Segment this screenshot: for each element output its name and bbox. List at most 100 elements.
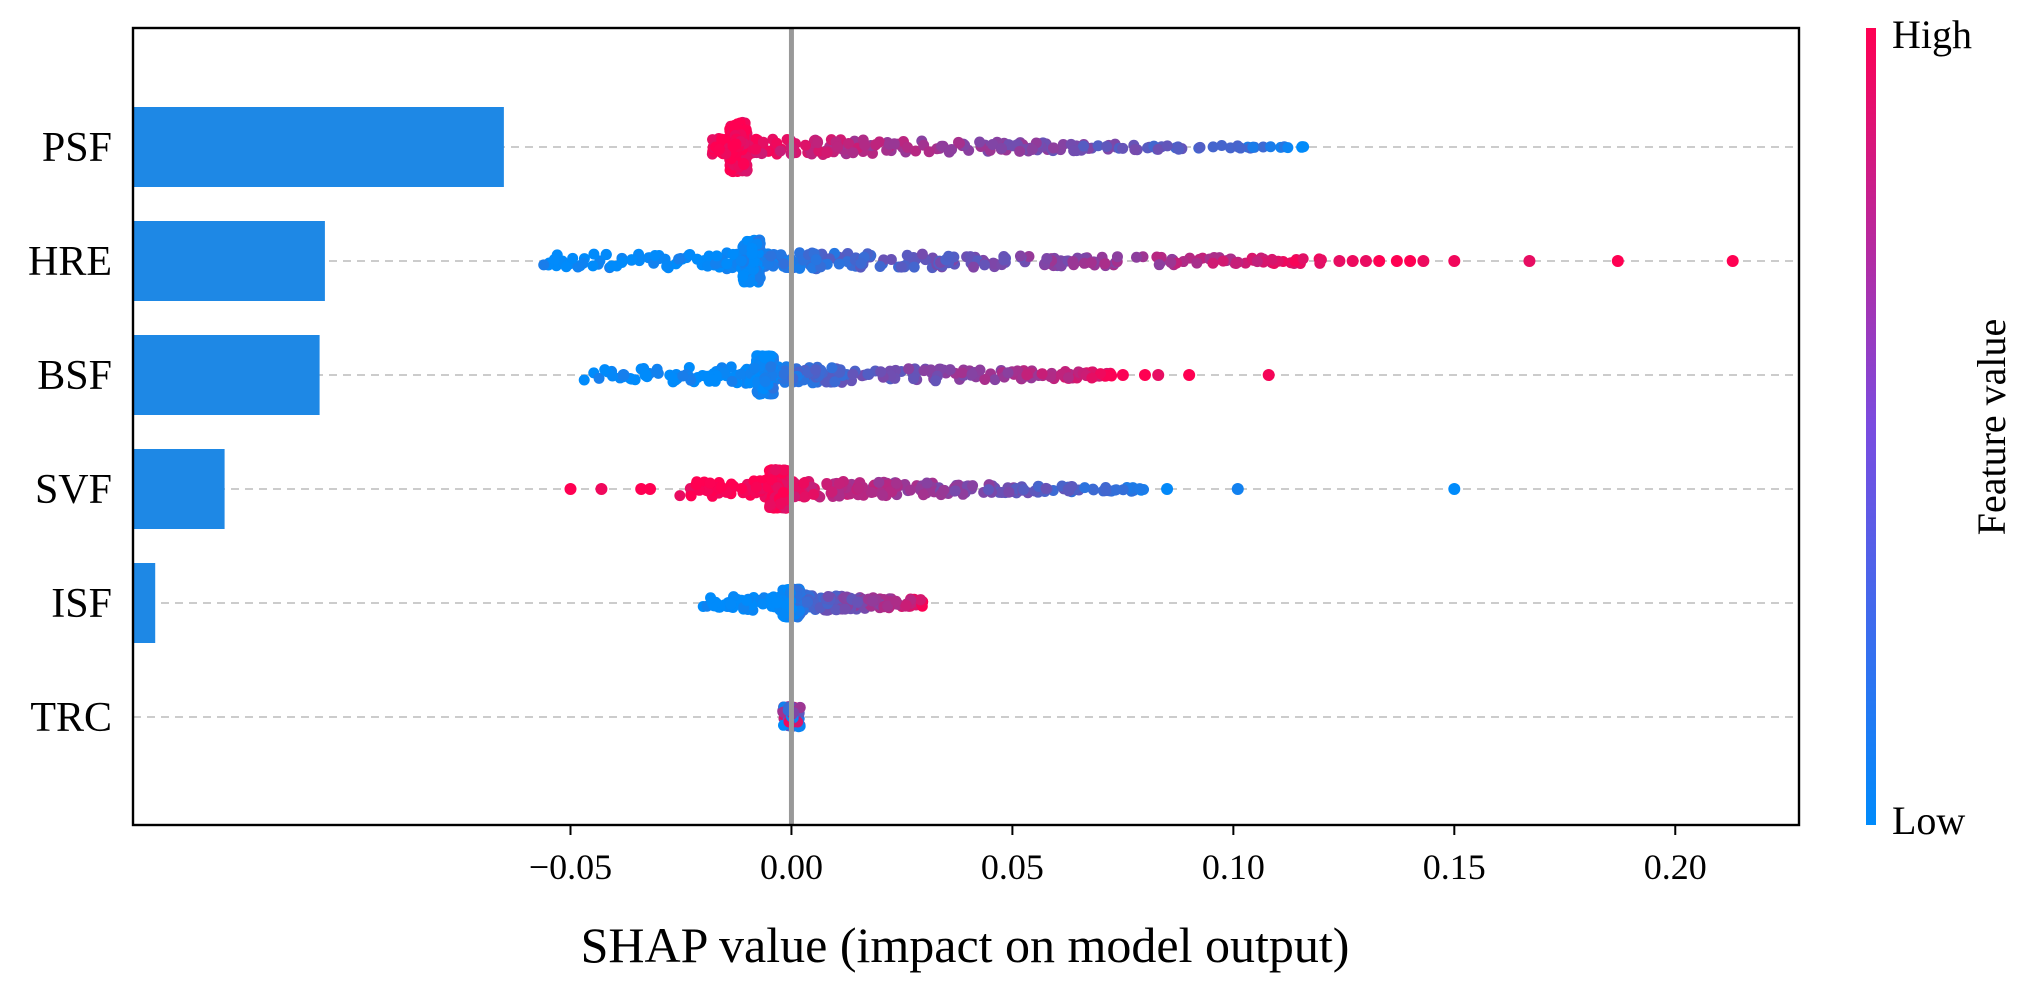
outlier-point [1183,369,1196,381]
outlier-point [1523,255,1536,267]
data-point [862,368,874,380]
data-point [757,598,769,610]
data-point [888,138,900,150]
data-point [572,261,584,273]
data-point [774,498,786,510]
data-point [706,373,718,385]
colorbar-gradient [1866,28,1876,825]
data-point [738,159,750,171]
x-axis: −0.05 0.00 0.05 0.10 0.15 0.20 [529,825,1707,887]
colorbar-title: Feature value [1969,319,2014,536]
data-point [616,257,628,269]
importance-bar [134,221,325,301]
data-point [1088,484,1100,496]
data-point [967,480,979,492]
data-point [1129,144,1141,156]
data-point [830,604,842,616]
feature-label: BSF [37,353,112,399]
data-point [1235,142,1247,154]
data-point [983,484,995,496]
outlier-point [1231,483,1244,495]
outlier-point [644,483,657,495]
data-point [900,599,912,611]
feature-label: ISF [51,581,112,627]
data-point [674,490,686,502]
data-point [890,595,902,607]
data-point [716,481,728,493]
data-point [691,253,703,265]
data-point [1085,257,1097,269]
data-point [777,486,789,498]
data-point [1040,482,1052,494]
data-point [1173,143,1185,155]
data-point [600,248,612,260]
data-point [652,367,664,379]
data-point [908,261,920,273]
data-point [799,491,811,503]
data-point [1021,369,1033,381]
data-point [606,370,618,382]
data-point [1002,367,1014,379]
data-point [1014,250,1026,262]
data-point [1130,251,1142,263]
feature-label: PSF [42,125,112,171]
data-point [588,248,600,260]
data-point [1265,141,1277,153]
data-point [853,482,865,494]
data-point [1207,257,1219,269]
data-point [673,253,685,265]
data-point [996,142,1008,154]
feature-label: SVF [35,467,112,513]
data-point [1161,140,1173,152]
x-tick-label: 0.10 [1202,847,1265,887]
data-point [750,143,762,155]
data-point [914,594,926,606]
data-point [593,372,605,384]
x-tick-label: 0.15 [1423,847,1486,887]
data-point [774,145,786,157]
data-point [703,250,715,262]
outlier-point [1390,255,1403,267]
data-point [826,486,838,498]
data-point [1251,256,1263,268]
data-point [918,365,930,377]
data-point [1077,140,1089,152]
data-point [877,489,889,501]
data-point [903,363,915,375]
x-axis-label: SHAP value (impact on model output) [581,917,1350,973]
data-point [677,370,689,382]
outlier-point [1152,369,1165,381]
data-point [987,138,999,150]
data-point [833,478,845,490]
importance-bar [134,107,504,187]
x-tick-label: 0.20 [1644,847,1707,887]
x-tick-label: 0.05 [981,847,1044,887]
data-point [839,603,851,615]
data-point [1111,251,1123,263]
data-point [822,591,834,603]
data-point [810,364,822,376]
data-point [1066,480,1078,492]
outlier-point [1346,255,1359,267]
data-point [725,598,737,610]
data-point [1314,257,1326,269]
data-point [798,477,810,489]
data-point [1062,372,1074,384]
data-point [567,252,579,264]
x-tick-label: −0.05 [529,847,612,887]
data-point [874,261,886,273]
data-point [741,595,753,607]
data-point [1101,140,1113,152]
data-point [1247,141,1259,153]
data-point [685,490,697,502]
feature-label: HRE [28,239,112,285]
data-point [1003,486,1015,498]
data-point [710,258,722,270]
data-point [766,474,778,486]
data-point [942,250,954,262]
data-point [885,253,897,265]
data-point [1152,143,1164,155]
data-point [974,136,986,148]
data-point [748,362,760,374]
data-point [1041,253,1053,265]
